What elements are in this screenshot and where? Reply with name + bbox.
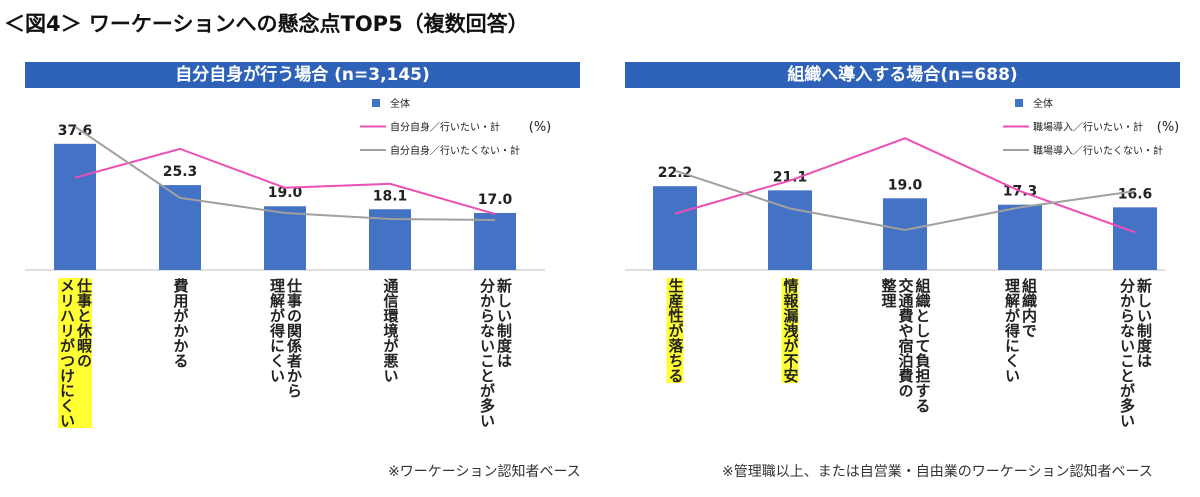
chart-title: 組織へ導入する場合(n=688) <box>625 62 1180 88</box>
category-label: 仕事の関係者から 理解が得にくい <box>268 278 303 398</box>
bar <box>54 143 96 270</box>
footnote: ※ワーケーション認知者ベース <box>388 464 581 480</box>
bar <box>653 186 697 270</box>
bar <box>264 206 306 270</box>
category-label: 組織内で 理解が得にくい <box>1003 278 1038 383</box>
line-series <box>74 125 496 222</box>
category-label: 通信環境が悪い <box>381 278 400 383</box>
legend-swatch <box>372 99 380 107</box>
value-label: 16.6 <box>1118 186 1153 202</box>
value-label: 19.0 <box>268 185 303 201</box>
page-title: ＜図4＞ ワーケーションへの懸念点TOP5（複数回答） <box>4 12 529 36</box>
value-label: 18.1 <box>373 188 408 204</box>
line-series <box>674 137 1136 234</box>
value-label: 37.6 <box>58 123 93 139</box>
value-label: 21.1 <box>773 169 808 185</box>
category-label: 新しい制度は 分からないことが多い <box>478 278 513 428</box>
category-label: 仕事と休暇の メリハリがつけにくい <box>58 278 93 428</box>
category-label: 情報漏洩が不安 <box>781 278 800 383</box>
value-label: 22.2 <box>658 165 693 181</box>
bar <box>998 204 1042 270</box>
legend-label: 全体 <box>1033 97 1053 110</box>
legend-label: 職場導入／行いたくない・計 <box>1033 144 1163 157</box>
line-series <box>74 147 496 215</box>
line-series <box>674 169 1136 232</box>
legend-label: 職場導入／行いたい・計 <box>1033 121 1143 134</box>
legend-label: 自分自身／行いたくない・計 <box>390 144 520 157</box>
value-label: 17.0 <box>478 192 513 208</box>
unit-note: (%) <box>529 120 552 135</box>
legend-label: 全体 <box>390 97 410 110</box>
chart-title: 自分自身が行う場合 (n=3,145) <box>25 62 580 88</box>
value-label: 19.0 <box>888 177 923 193</box>
bar <box>1113 207 1157 270</box>
category-label: 生産性が落ちる <box>666 278 685 383</box>
category-label: 費用がかかる <box>171 278 190 368</box>
bar <box>883 198 927 270</box>
unit-note: (%) <box>1157 120 1180 135</box>
footnote: ※管理職以上、または自営業・自由業のワーケーション認知者ベース <box>722 464 1153 480</box>
legend-swatch <box>1015 99 1023 107</box>
bar <box>474 212 516 270</box>
bar <box>768 190 812 270</box>
value-label: 25.3 <box>163 164 198 180</box>
legend-label: 自分自身／行いたい・計 <box>390 121 500 134</box>
category-label: 組織として負担する 交通費や宿泊費の 整理 <box>879 278 932 413</box>
category-label: 新しい制度は 分からないことが多い <box>1118 278 1153 428</box>
